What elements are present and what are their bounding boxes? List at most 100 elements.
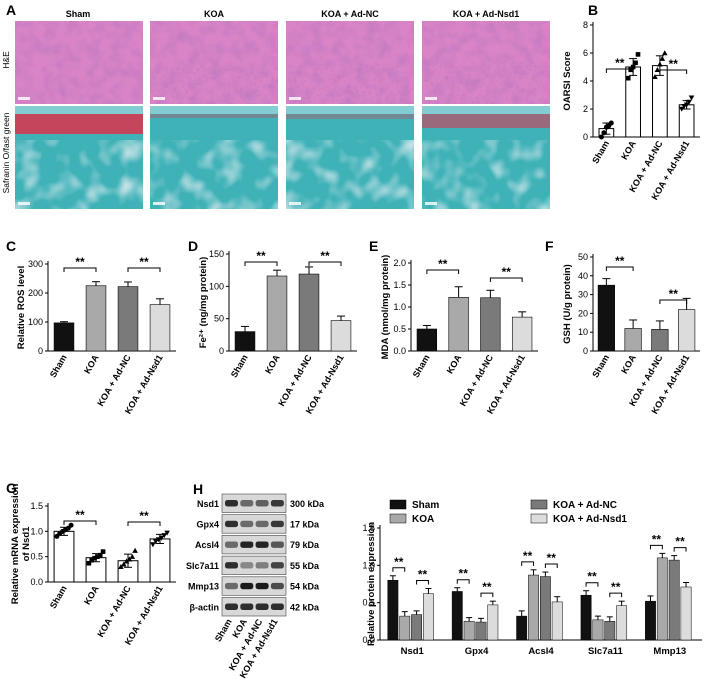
chart-c-ylabel: Relative ROS level: [16, 266, 27, 349]
chart-h-sig-label-3-1: **: [611, 580, 621, 594]
blot-strip-5: [221, 597, 287, 617]
chart-c-xlabel-1: KOA: [82, 353, 101, 376]
chart-h-bar-3-2: [604, 621, 616, 641]
chart-b-point-1-3: [633, 60, 638, 66]
blot-protein-label-1: Gpx4: [196, 519, 219, 529]
chart-c-tick-label-2: 200: [28, 288, 43, 298]
blot-strip-2: [221, 535, 287, 555]
chart-h-legend-label-3: KOA + Ad-Nsd1: [553, 514, 627, 525]
chart-h-sig-bracket-0-1: [416, 579, 429, 585]
chart-b-tick-label-3: 6: [583, 48, 588, 58]
blot-band-0-2: [255, 500, 269, 507]
chart-g-sig-bracket-1: [127, 521, 161, 526]
saf-bone-2: [286, 140, 414, 209]
saf-scalebar-1: [153, 202, 165, 205]
chart-h-xlabel-0: Nsd1: [401, 646, 425, 657]
chart-h-ylabel: Relative protein expression: [366, 522, 377, 646]
blot-band-4-2: [255, 582, 269, 590]
chart-f-sig-bracket-0: [605, 266, 634, 271]
blot-strip-4: [221, 576, 287, 596]
blot-band-2-2: [255, 541, 269, 548]
chart-d-xlabel-2: KOA + Ad-NC: [276, 353, 314, 408]
saf-bone-3: [422, 140, 550, 209]
chart-d-ylabel: Fe²⁺ (ng/mg protein): [198, 257, 209, 349]
saf-cartilage-2: [286, 114, 414, 119]
chart-g-xlabel-1: KOA: [82, 584, 101, 607]
chart-g-point-3-1: [152, 539, 159, 545]
saf-surface-3: [422, 106, 550, 114]
saf-scalebar-0: [18, 202, 30, 205]
chart-g-point-2-2: [123, 558, 130, 564]
chart-g-letter: G: [6, 480, 17, 496]
chart-b-point-2-0: [652, 74, 658, 80]
chart-b-point-0-0: [598, 134, 604, 140]
chart-h-sig-label-2-0: **: [523, 549, 533, 563]
chart-h-bar-2-1: [528, 574, 539, 641]
blot-band-0-0: [225, 500, 238, 507]
chart-e-tick-label-0: 0.0: [393, 346, 406, 356]
chart-g-point-1-5: [100, 549, 106, 554]
blot-band-4-1: [240, 582, 254, 590]
chart-c-sig-bracket-1: [127, 267, 161, 272]
col-label-adnsd1: KOA + Ad-Nsd1: [453, 9, 520, 19]
saf-cartilage-3: [422, 114, 550, 128]
chart-e-sig-bracket-1: [489, 277, 523, 282]
chart-h-sig-bracket-4-1: [673, 547, 687, 552]
blot-protein-label-2: Acsl4: [195, 540, 219, 550]
chart-f-bar-0: [597, 284, 615, 352]
chart-g-point-1-1: [89, 557, 95, 563]
row-label-safranin: Safranin O/fast green: [1, 112, 11, 193]
chart-g-tick-label-0: 0.0: [30, 577, 43, 587]
chart-h-sig-bracket-3-1: [609, 592, 623, 598]
chart-g-point-1-4: [97, 552, 103, 558]
saf-bone-1: [150, 140, 278, 209]
chart-h-bar-0-0: [387, 580, 399, 641]
chart-e-letter: E: [369, 238, 378, 254]
chart-h-sig-label-0-0: **: [394, 555, 404, 569]
chart-e-sig-label-1: **: [502, 265, 512, 279]
saf-scalebar-3: [425, 202, 437, 205]
he-scalebar-2: [289, 97, 301, 100]
chart-d-bar-2: [298, 273, 320, 352]
blot-band-1-2: [255, 520, 269, 528]
chart-h-tick-label-1: 0.5: [362, 598, 375, 608]
panel-letter-a: A: [6, 2, 16, 18]
chart-h-bar-0-2: [411, 614, 422, 641]
chart-g-point-3-4: [161, 533, 168, 539]
col-label-sham: Sham: [66, 9, 91, 19]
chart-h-bar-1-2: [475, 621, 487, 641]
chart-g-point-0-5: [68, 522, 74, 528]
chart-g-xlabel-0: Sham: [48, 584, 69, 610]
blot-band-2-3: [270, 541, 284, 548]
blot-band-0-3: [270, 500, 284, 507]
chart-f-letter: F: [545, 238, 554, 254]
chart-b-sig-bracket-0: [605, 68, 634, 73]
chart-g-point-2-4: [129, 553, 136, 559]
chart-e-tick-label-3: 1.5: [393, 280, 406, 290]
he-scalebar-3: [425, 97, 437, 100]
chart-f-tick-label-2: 20: [578, 308, 588, 318]
chart-g-ylabel-0: Relative mRNA expression: [10, 484, 21, 605]
chart-b-point-1-1: [628, 67, 633, 73]
chart-h-xlabel-1: Gpx4: [465, 646, 489, 657]
he-cells-1: [150, 67, 278, 104]
blot-band-1-1: [240, 520, 254, 528]
chart-h-xlabel-3: Slc7a11: [588, 646, 624, 657]
chart-e-bar-3: [511, 316, 533, 352]
chart-e-bar-1: [448, 297, 469, 352]
chart-d-tick-label-0: 0: [219, 346, 224, 356]
chart-h-tick-label-2: 1.0: [362, 560, 375, 570]
chart-h-tick-label-3: 1.5: [362, 523, 375, 533]
blot-kda-label-4: 54 kDa: [290, 582, 320, 592]
saf-surface-2: [286, 106, 414, 114]
chart-f-xlabel-0: Sham: [590, 353, 611, 379]
blot-band-3-3: [270, 562, 284, 569]
chart-c-sig-bracket-0: [63, 267, 97, 272]
chart-b-ylabel: OARSI Score: [562, 51, 573, 110]
chart-h-xlabel-4: Mmp13: [653, 646, 686, 657]
chart-b-sig-bracket-1: [659, 69, 688, 74]
chart-b-point-1-4: [635, 52, 641, 57]
blot-strip-1: [221, 514, 287, 534]
chart-h-bar-4-3: [680, 586, 692, 641]
chart-g-xlabel-2: KOA + Ad-NC: [95, 584, 133, 639]
